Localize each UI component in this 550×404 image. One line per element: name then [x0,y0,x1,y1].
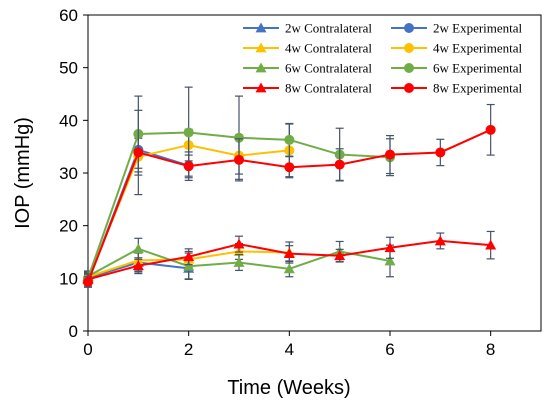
legend-label: 4w Contralateral [285,41,372,56]
y-tick-label: 0 [69,322,78,341]
x-tick-label: 2 [184,340,193,359]
data-point [283,263,295,274]
data-point [385,149,395,160]
y-tick-label: 40 [59,111,78,130]
legend-marker [255,62,267,73]
y-tick-label: 60 [59,6,78,25]
data-point [485,124,496,135]
data-point [183,251,195,262]
legend-marker [255,82,267,93]
legend-label: 2w Experimental [433,21,523,36]
x-tick-label: 4 [285,340,294,359]
data-point [384,255,396,266]
legend-item-8w-contralateral: 8w Contralateral [243,81,372,96]
data-point [284,134,295,145]
data-point [83,277,93,288]
legend-item-4w-experimental: 4w Experimental [391,41,523,56]
data-point [284,162,295,173]
y-axis-label: IOP (mmHg) [12,117,34,229]
data-point [183,260,195,271]
data-point [283,248,295,258]
legend-item-4w-contralateral: 4w Contralateral [243,41,372,56]
legend-item-2w-contralateral: 2w Contralateral [243,21,372,36]
y-tick-label: 30 [59,164,78,183]
legend-label: 4w Experimental [433,41,523,56]
legend-item-6w-experimental: 6w Experimental [391,61,523,76]
legend-label: 8w Contralateral [285,81,372,96]
legend-marker [255,42,267,53]
x-axis-label: Time (Weeks) [227,377,350,399]
series-layer [82,86,497,288]
data-point [233,238,245,249]
data-point [485,239,497,250]
data-point [384,242,396,253]
legend-item-8w-experimental: 8w Experimental [391,81,523,96]
data-point [334,250,346,261]
data-point [434,235,446,246]
data-point [234,132,244,143]
legend-label: 6w Experimental [433,61,523,76]
data-point [183,161,194,172]
data-point [132,260,144,271]
y-tick-label: 10 [59,269,78,288]
legend-label: 8w Experimental [433,81,523,96]
data-point [133,147,144,158]
legend-marker [404,83,414,93]
x-tick-label: 6 [385,340,394,359]
legend-label: 6w Contralateral [285,61,372,76]
data-point [334,159,345,170]
data-point [233,257,245,267]
legend-marker [404,63,414,73]
x-tick-label: 0 [83,340,92,359]
data-point [132,243,144,254]
legend-marker [404,43,414,53]
legend-marker [404,23,414,33]
data-point [435,147,446,158]
x-tick-label: 8 [486,340,495,359]
data-point [183,127,194,138]
legend-item-6w-contralateral: 6w Contralateral [243,61,372,76]
legend-marker [255,22,267,33]
legend-item-2w-experimental: 2w Experimental [391,21,523,36]
data-point [234,154,244,165]
legend: 2w Contralateral 2w Experimental 4w Contra… [243,21,523,96]
y-tick-label: 50 [59,59,78,78]
series-8w-experimental [83,103,496,288]
axes: 0 2 4 6 8 0 10 20 30 40 50 60 [59,6,495,359]
legend-label: 2w Contralateral [285,21,372,36]
y-tick-label: 20 [59,217,78,236]
